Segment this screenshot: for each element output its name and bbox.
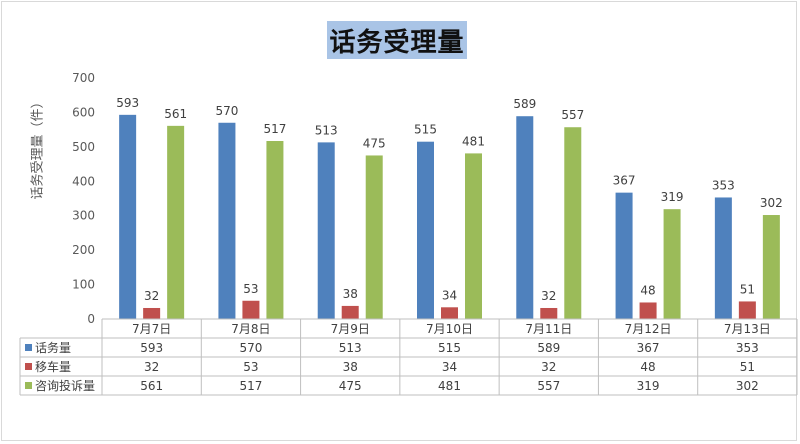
category-label: 7月12日 [625,322,672,336]
data-label: 561 [164,107,187,121]
table-cell: 570 [239,341,262,355]
data-label: 570 [215,104,238,118]
table-cell: 593 [140,341,163,355]
bar-咨询投诉量-7月9日 [365,155,383,319]
table-cell: 32 [144,360,159,374]
category-label: 7月9日 [331,322,370,336]
data-label: 513 [315,123,338,137]
data-label: 557 [561,108,584,122]
bar-话务量-7月11日 [516,116,534,319]
bar-移车量-7月13日 [738,301,756,319]
y-tick-label: 600 [72,105,95,119]
category-label: 7月8日 [231,322,270,336]
legend-swatch-话务量 [25,344,32,351]
legend-label: 咨询投诉量 [35,378,95,393]
table-cell: 589 [537,341,560,355]
table-cell: 557 [537,379,560,393]
data-label: 589 [513,97,536,111]
data-label: 367 [613,174,636,188]
table-cell: 53 [243,360,258,374]
category-label: 7月10日 [426,322,473,336]
table-cell: 515 [438,341,461,355]
bar-咨询投诉量-7月8日 [266,141,284,319]
table-cell: 34 [442,360,457,374]
legend-swatch-咨询投诉量 [25,382,32,389]
bar-话务量-7月7日 [119,114,137,320]
bar-咨询投诉量-7月11日 [564,127,582,320]
table-cell: 353 [736,341,759,355]
table-cell: 48 [640,360,655,374]
y-tick-label: 500 [72,140,95,154]
bar-咨询投诉量-7月10日 [465,153,482,319]
table-cell: 517 [239,379,262,393]
table-cell: 475 [339,379,362,393]
bar-咨询投诉量-7月13日 [762,215,780,319]
data-label: 302 [760,196,783,210]
y-tick-label: 300 [72,209,95,223]
data-label: 53 [243,282,258,296]
category-label: 7月11日 [525,322,572,336]
bar-移车量-7月12日 [639,302,657,319]
data-label: 34 [442,288,457,302]
legend-label: 移车量 [35,359,71,374]
bar-咨询投诉量-7月7日 [167,125,185,319]
table-cell: 367 [637,341,660,355]
legend-label: 话务量 [35,340,71,355]
y-tick-label: 200 [72,243,95,257]
data-label: 475 [363,136,386,150]
data-label: 353 [712,178,735,192]
table-cell: 51 [740,360,755,374]
data-label: 32 [541,289,556,303]
data-label: 48 [640,283,655,297]
table-cell: 319 [637,379,660,393]
bar-话务量-7月13日 [714,197,732,319]
data-label: 319 [661,190,684,204]
table-cell: 561 [140,379,163,393]
data-label: 517 [263,122,286,136]
category-label: 7月13日 [724,322,771,336]
bar-移车量-7月11日 [540,307,558,319]
table-cell: 302 [736,379,759,393]
table-cell: 38 [343,360,358,374]
bar-移车量-7月8日 [242,300,260,319]
y-tick-label: 700 [72,71,95,85]
legend-swatch-移车量 [25,363,32,370]
bar-移车量-7月7日 [143,307,161,319]
bar-话务量-7月8日 [218,122,236,319]
bar-咨询投诉量-7月12日 [663,209,681,319]
data-label: 38 [343,287,358,301]
table-cell: 481 [438,379,461,393]
bar-移车量-7月9日 [341,305,359,319]
data-label: 481 [462,134,485,148]
y-tick-label: 100 [72,278,95,292]
table-cell: 513 [339,341,362,355]
y-tick-label: 0 [87,312,95,326]
data-label: 32 [144,289,159,303]
category-label: 7月7日 [132,322,171,336]
bar-移车量-7月10日 [441,307,458,319]
data-label: 515 [414,123,437,137]
bar-话务量-7月10日 [417,141,434,319]
bar-话务量-7月9日 [317,142,335,319]
data-label: 593 [116,96,139,110]
bar-话务量-7月12日 [615,192,633,319]
chart-title: 话务受理量 [327,21,467,59]
table-cell: 32 [541,360,556,374]
data-label: 51 [740,282,755,296]
y-tick-label: 400 [72,174,95,188]
